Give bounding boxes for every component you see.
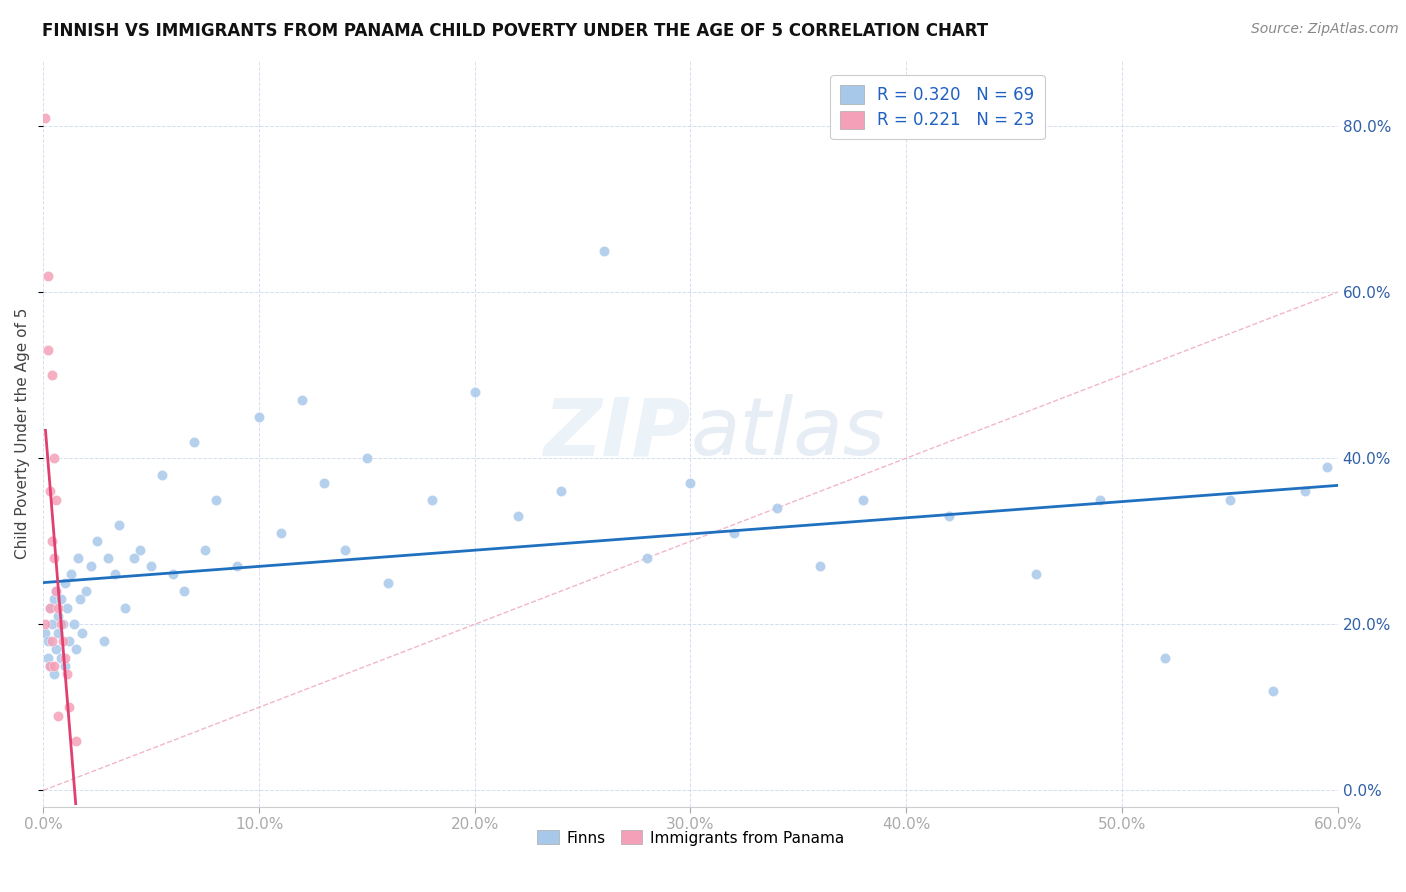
Point xyxy=(38,658,60,673)
Point xyxy=(38,600,60,615)
Point xyxy=(173,584,195,599)
Point xyxy=(53,658,76,673)
Point xyxy=(70,625,93,640)
Text: FINNISH VS IMMIGRANTS FROM PANAMA CHILD POVERTY UNDER THE AGE OF 5 CORRELATION C: FINNISH VS IMMIGRANTS FROM PANAMA CHILD … xyxy=(42,22,988,40)
Point xyxy=(49,617,72,632)
Point xyxy=(62,617,84,632)
Point xyxy=(45,492,67,507)
Point xyxy=(247,409,270,424)
Point xyxy=(41,368,63,383)
Point xyxy=(108,517,131,532)
Point xyxy=(37,633,59,648)
Point xyxy=(48,625,70,640)
Point xyxy=(45,584,67,599)
Point xyxy=(129,542,152,557)
Point xyxy=(141,559,163,574)
Point xyxy=(38,600,60,615)
Point xyxy=(765,501,787,516)
Point xyxy=(58,700,80,714)
Point xyxy=(41,534,63,549)
Point xyxy=(42,658,65,673)
Point xyxy=(183,434,205,449)
Point xyxy=(42,667,65,681)
Point xyxy=(37,343,59,358)
Point xyxy=(52,633,75,648)
Point xyxy=(41,617,63,632)
Point xyxy=(194,542,217,557)
Point xyxy=(48,600,70,615)
Point xyxy=(76,584,98,599)
Point xyxy=(679,476,702,491)
Point xyxy=(852,492,875,507)
Text: atlas: atlas xyxy=(690,394,886,472)
Point xyxy=(42,451,65,466)
Point xyxy=(56,600,79,615)
Legend: R = 0.320   N = 69, R = 0.221   N = 23: R = 0.320 N = 69, R = 0.221 N = 23 xyxy=(831,76,1045,139)
Point xyxy=(66,550,89,565)
Point xyxy=(593,244,616,258)
Point xyxy=(723,525,745,540)
Point xyxy=(808,559,831,574)
Point xyxy=(37,268,59,283)
Point xyxy=(48,708,70,723)
Point xyxy=(162,567,184,582)
Point xyxy=(550,484,572,499)
Point xyxy=(49,592,72,607)
Point xyxy=(65,733,87,747)
Point xyxy=(506,509,529,524)
Point xyxy=(1025,567,1047,582)
Point xyxy=(58,633,80,648)
Point xyxy=(938,509,960,524)
Point xyxy=(80,559,103,574)
Point xyxy=(34,617,56,632)
Point xyxy=(356,451,378,466)
Point xyxy=(53,575,76,590)
Point xyxy=(42,550,65,565)
Point xyxy=(41,633,63,648)
Point xyxy=(60,567,83,582)
Point xyxy=(52,617,75,632)
Point xyxy=(122,550,145,565)
Point xyxy=(86,534,108,549)
Point xyxy=(335,542,357,557)
Point xyxy=(45,584,67,599)
Point xyxy=(49,650,72,665)
Point xyxy=(53,650,76,665)
Point xyxy=(38,484,60,499)
Point xyxy=(1090,492,1112,507)
Point xyxy=(636,550,658,565)
Point xyxy=(34,625,56,640)
Point xyxy=(45,642,67,657)
Text: Source: ZipAtlas.com: Source: ZipAtlas.com xyxy=(1251,22,1399,37)
Point xyxy=(114,600,136,615)
Point xyxy=(1316,459,1339,474)
Point xyxy=(69,592,91,607)
Point xyxy=(97,550,120,565)
Point xyxy=(42,592,65,607)
Point xyxy=(226,559,249,574)
Y-axis label: Child Poverty Under the Age of 5: Child Poverty Under the Age of 5 xyxy=(15,308,30,559)
Point xyxy=(37,650,59,665)
Point xyxy=(420,492,443,507)
Point xyxy=(1294,484,1316,499)
Point xyxy=(377,575,399,590)
Point xyxy=(1219,492,1241,507)
Point xyxy=(464,384,486,399)
Text: ZIP: ZIP xyxy=(543,394,690,472)
Point xyxy=(205,492,228,507)
Point xyxy=(270,525,292,540)
Point xyxy=(1154,650,1177,665)
Point xyxy=(34,111,56,125)
Point xyxy=(291,393,314,408)
Point xyxy=(48,609,70,624)
Point xyxy=(150,467,173,482)
Point xyxy=(65,642,87,657)
Point xyxy=(1261,683,1284,698)
Point xyxy=(38,658,60,673)
Point xyxy=(312,476,335,491)
Point xyxy=(56,667,79,681)
Point xyxy=(103,567,125,582)
Point xyxy=(93,633,115,648)
